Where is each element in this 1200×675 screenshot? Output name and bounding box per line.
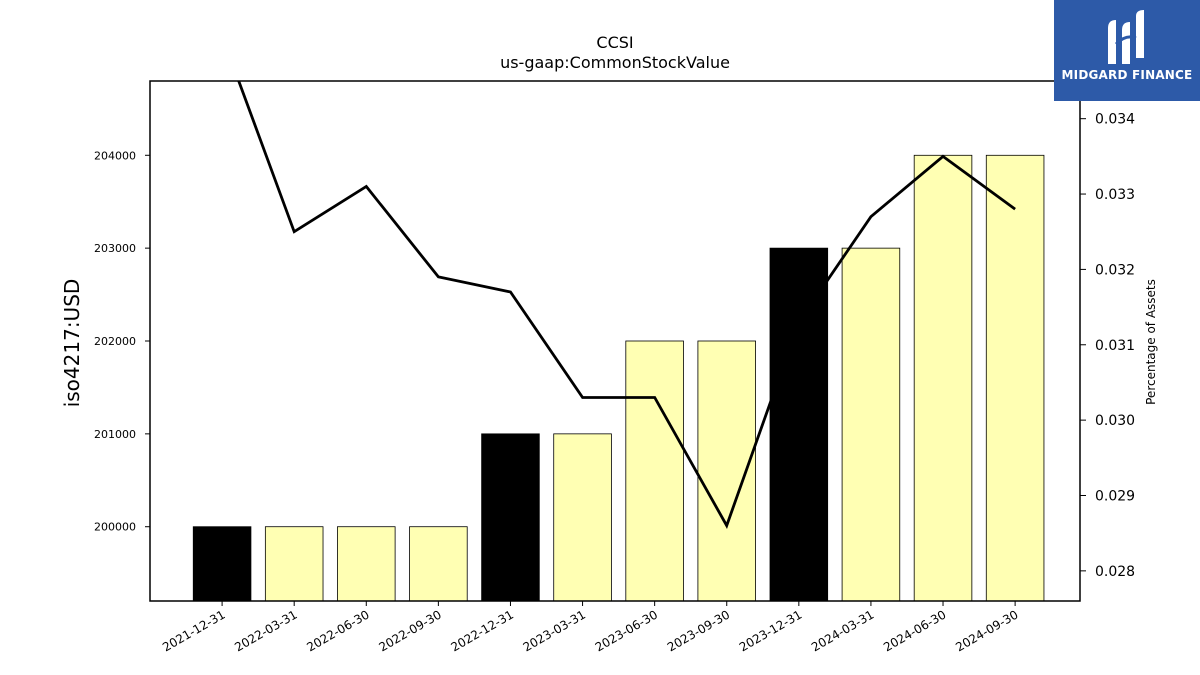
x-tick-label: 2024-09-30 xyxy=(953,607,1020,654)
percentage-line xyxy=(237,81,1016,529)
y2-tick-label: 0.029 xyxy=(1095,488,1135,504)
y2-tick-label: 0.028 xyxy=(1095,564,1135,580)
chart-subtitle: us-gaap:CommonStockValue xyxy=(500,53,730,72)
x-tick-label: 2024-03-31 xyxy=(809,607,876,654)
bars-layer xyxy=(192,154,1045,602)
logo-text: MIDGARD FINANCE xyxy=(1061,68,1193,82)
y2-tick-label: 0.030 xyxy=(1095,413,1135,429)
logo-mark-icon xyxy=(1108,10,1144,64)
y-tick-label: 200000 xyxy=(94,521,136,534)
x-tick-label: 2023-09-30 xyxy=(665,607,732,654)
x-tick-label: 2023-12-31 xyxy=(737,607,804,654)
x-tick-label: 2022-06-30 xyxy=(304,607,371,654)
x-tick-label: 2022-09-30 xyxy=(376,607,443,654)
y-axis-left: 200000 201000 202000 203000 204000 xyxy=(94,149,150,534)
y2-tick-label: 0.034 xyxy=(1095,112,1135,128)
brand-logo: MIDGARD FINANCE xyxy=(1054,0,1200,101)
y-tick-label: 204000 xyxy=(94,149,136,162)
bar xyxy=(913,154,973,602)
bar xyxy=(625,340,684,602)
x-tick-label: 2023-03-31 xyxy=(521,607,588,654)
y2-axis-label: Percentage of Assets xyxy=(1144,279,1158,405)
bar xyxy=(409,526,468,602)
bar xyxy=(985,154,1045,602)
bar xyxy=(264,526,324,602)
bar xyxy=(337,526,396,602)
bar xyxy=(769,247,829,602)
x-tick-label: 2022-03-31 xyxy=(232,607,299,654)
x-tick-label: 2024-06-30 xyxy=(881,607,948,654)
bar xyxy=(553,433,612,602)
y2-tick-label: 0.033 xyxy=(1095,187,1135,203)
line-layer xyxy=(237,81,1016,529)
x-tick-label: 2023-06-30 xyxy=(593,607,660,654)
bar xyxy=(841,247,901,602)
x-tick-label: 2022-12-31 xyxy=(449,607,516,654)
bar xyxy=(481,433,540,602)
x-tick-label: 2021-12-31 xyxy=(160,607,227,654)
y-axis-right: 0.028 0.029 0.030 0.031 0.032 0.033 0.034 xyxy=(1080,112,1135,580)
x-axis: 2021-12-31 2022-03-31 2022-06-30 2022-09-30… xyxy=(160,601,1021,654)
bar xyxy=(192,526,252,602)
y-axis-label: iso4217:USD xyxy=(60,279,84,408)
y-tick-label: 201000 xyxy=(94,428,136,441)
y2-tick-label: 0.032 xyxy=(1095,262,1135,278)
y-tick-label: 203000 xyxy=(94,242,136,255)
y-tick-label: 202000 xyxy=(94,335,136,348)
chart-title: CCSI xyxy=(596,33,633,52)
y2-tick-label: 0.031 xyxy=(1095,338,1135,354)
